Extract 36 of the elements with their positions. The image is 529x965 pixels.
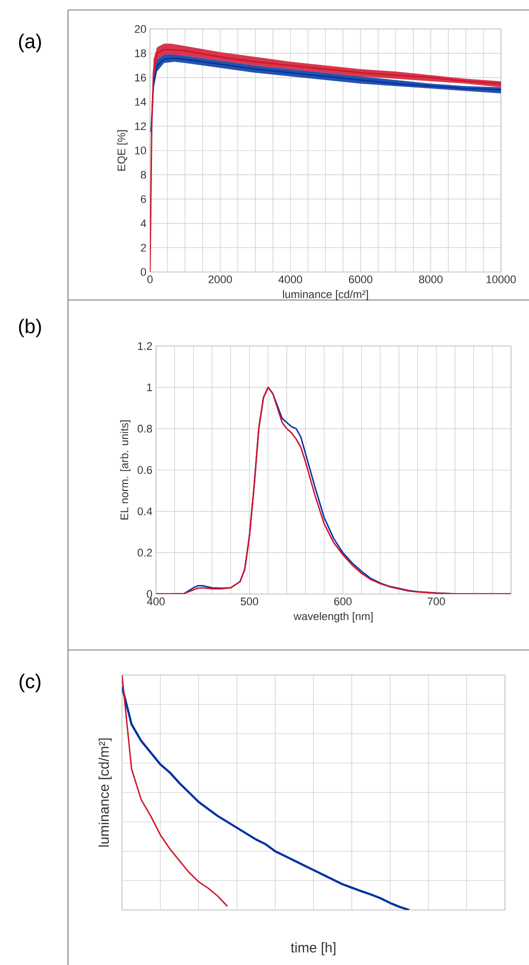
x-axis-title: wavelength [nm] [294, 612, 373, 622]
y-tick-label: 0 [140, 268, 146, 276]
y-tick-label: 0.4 [138, 507, 152, 516]
y-tick-label: 0.2 [138, 548, 152, 557]
y-axis-title: EL norm. [arb. units] [120, 420, 130, 520]
x-tick-label: 6000 [348, 276, 372, 284]
y-tick-label: 1.2 [138, 342, 152, 350]
y-tick-label: 18 [135, 49, 146, 58]
y-tick-label: 1 [147, 384, 152, 392]
x-axis-title: time [h] [290, 942, 336, 956]
text: (c) [20, 674, 40, 692]
y-tick-label: 0.8 [138, 424, 152, 433]
x-tick-label: 500 [240, 598, 258, 606]
x-tick-label: 8000 [419, 276, 443, 284]
x-tick-label: 10000 [486, 276, 516, 284]
y-tick-label: 12 [135, 122, 146, 130]
y-tick-label: 4 [140, 220, 146, 228]
y-axis-title: luminance [cd/m²] [98, 738, 112, 847]
y-tick-label: 10 [135, 146, 146, 154]
text: (a) [19, 34, 41, 52]
x-tick-label: 600 [334, 598, 352, 606]
x-tick-label: 400 [147, 598, 165, 606]
y-tick-label: 0.6 [138, 466, 152, 474]
y-tick-label: 0 [146, 590, 152, 598]
y-axis-title: EQE [%] [117, 130, 128, 171]
y-tick-label: 14 [135, 98, 146, 106]
y-tick-label: 2 [140, 244, 146, 252]
x-tick-label: 2000 [208, 276, 232, 284]
y-tick-label: 16 [135, 74, 146, 82]
y-tick-label: 8 [140, 170, 146, 179]
text: (b) [19, 318, 41, 338]
x-tick-label: 4000 [278, 276, 302, 284]
x-tick-label: 700 [428, 598, 445, 606]
x-axis-title: luminance [cd/m²] [282, 290, 368, 300]
y-tick-label: 20 [134, 25, 146, 33]
y-tick-label: 6 [140, 195, 146, 203]
